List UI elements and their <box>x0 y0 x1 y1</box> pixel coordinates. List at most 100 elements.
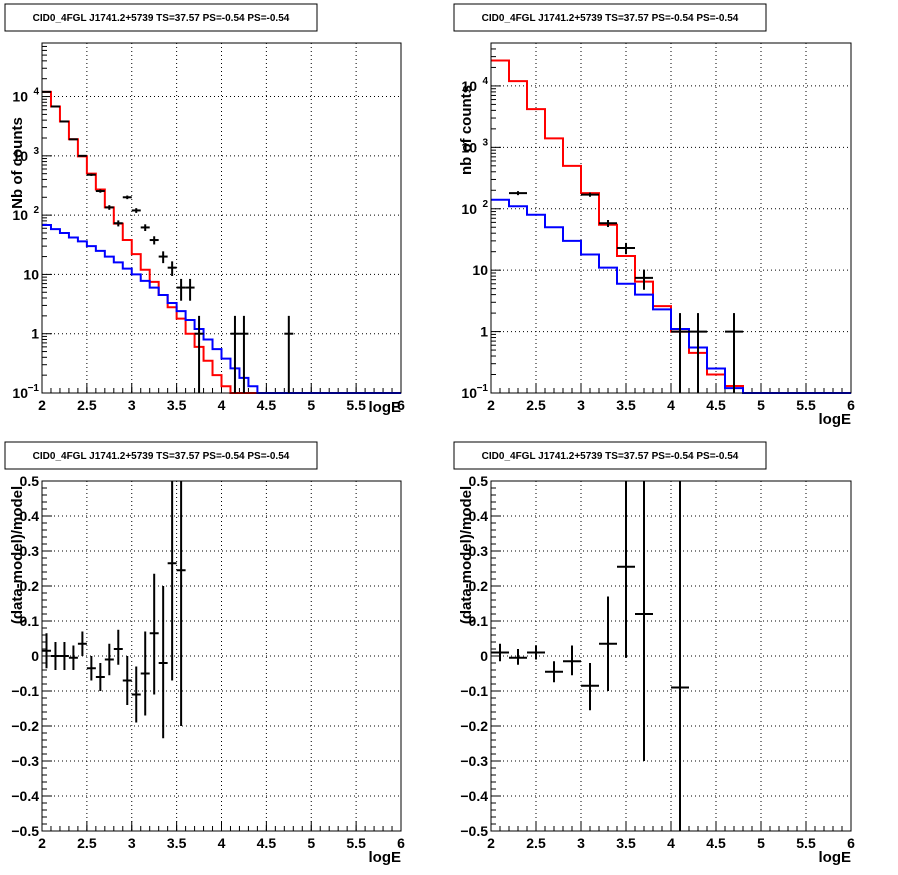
y-tick-label: 10 <box>461 139 477 155</box>
data-point <box>140 224 150 231</box>
title-box <box>453 3 767 32</box>
x-tick-label: 2 <box>487 397 495 413</box>
x-tick-label: 3 <box>577 835 585 851</box>
data-point <box>176 481 186 726</box>
x-tick-label: 5 <box>307 835 315 851</box>
data-point <box>122 656 132 705</box>
y-tick-exponent: 4 <box>482 76 488 87</box>
y-tick-label: −0.4 <box>11 788 39 804</box>
chart-title: CID0_4FGL J1741.2+5739 TS=37.57 PS=-0.54… <box>482 451 739 462</box>
x-tick-label: 4 <box>667 835 675 851</box>
chart-title: CID0_4FGL J1741.2+5739 TS=37.57 PS=-0.54… <box>33 451 290 462</box>
y-tick-label: −0.2 <box>460 718 488 734</box>
data-point <box>581 192 599 197</box>
x-tick-label: 5 <box>757 835 765 851</box>
data-point <box>68 138 78 141</box>
y-tick-label: 10 <box>12 385 28 401</box>
chart-title: CID0_4FGL J1741.2+5739 TS=37.57 PS=-0.54… <box>33 13 290 24</box>
data-point <box>635 481 653 761</box>
data-point <box>95 189 105 193</box>
y-tick-label: −0.5 <box>460 823 488 839</box>
y-tick-label: 10 <box>461 385 477 401</box>
y-tick-label: 0.4 <box>20 508 40 524</box>
series-0 <box>491 481 689 831</box>
data-point <box>545 661 563 683</box>
data-point <box>617 242 635 255</box>
panel-counts-left: CID0_4FGL J1741.2+5739 TS=37.57 PS=-0.54… <box>4 3 405 416</box>
x-tick-label: 3.5 <box>616 835 636 851</box>
y-tick-label: −0.4 <box>460 788 488 804</box>
x-tick-label: 3 <box>577 397 585 413</box>
y-tick-label: 10 <box>12 89 28 105</box>
y-tick-label: 0.1 <box>20 613 40 629</box>
y-tick-label: 10 <box>23 266 39 282</box>
x-tick-label: 6 <box>847 397 855 413</box>
data-point <box>59 642 69 670</box>
y-tick-label: 10 <box>12 148 28 164</box>
x-tick-label: 2.5 <box>526 835 546 851</box>
y-tick-label: 10 <box>472 262 488 278</box>
data-point <box>167 261 177 277</box>
data-point <box>131 208 141 213</box>
data-point <box>59 120 69 123</box>
x-tick-label: 5 <box>757 397 765 413</box>
series-2 <box>509 191 743 393</box>
y-tick-label: −0.5 <box>11 823 39 839</box>
y-tick-label: −0.3 <box>11 753 39 769</box>
x-tick-label: 4 <box>218 397 226 413</box>
y-tick-exponent: 3 <box>33 146 39 157</box>
y-tick-label: 1 <box>480 324 488 340</box>
x-tick-label: 3 <box>128 397 136 413</box>
grid: 2 2.5 3 3.5 4 4.5 5 5.5 6 −0.5 −0.4 −0.3 −0.2 −0.1 0 0.… <box>460 473 855 851</box>
y-tick-label: 0.2 <box>469 578 489 594</box>
plot-frame <box>490 42 852 394</box>
plot-background <box>491 43 851 393</box>
y-axis-label: nb of counts <box>458 85 475 175</box>
data-point <box>491 643 509 662</box>
y-axis-label: Nb of counts <box>9 117 26 209</box>
y-tick-label: 0 <box>31 648 39 664</box>
data-point <box>635 269 653 290</box>
x-tick-label: 5.5 <box>796 835 816 851</box>
data-point <box>599 220 617 228</box>
y-tick-exponent: 2 <box>33 205 39 216</box>
x-tick-label: 6 <box>397 397 405 413</box>
x-tick-label: 4 <box>667 397 675 413</box>
x-tick-label: 4.5 <box>706 835 726 851</box>
data-point <box>42 633 51 669</box>
data-point <box>77 631 87 656</box>
data-point <box>158 251 168 264</box>
title-box <box>4 3 318 32</box>
y-tick-exponent: 4 <box>33 87 39 98</box>
y-tick-label: −0.2 <box>11 718 39 734</box>
plot-frame <box>41 480 402 832</box>
y-tick-label: 0 <box>480 648 488 664</box>
x-tick-label: 5 <box>307 397 315 413</box>
data-point <box>563 645 581 676</box>
x-tick-label: 5.5 <box>346 835 366 851</box>
data-point <box>185 278 195 301</box>
x-tick-label: 5.5 <box>796 397 816 413</box>
data-point <box>176 278 186 301</box>
data-point <box>113 220 123 227</box>
plot-area: 2 2.5 3 3.5 4 4.5 5 5.5 6 −0.5 −0.4 −0.3 −0.2 −0.1 0 0.… <box>460 473 855 851</box>
data-point <box>50 105 60 108</box>
x-tick-label: 4.5 <box>706 397 726 413</box>
y-tick-label: 0.5 <box>20 473 40 489</box>
y-tick-label: −0.3 <box>460 753 488 769</box>
data-point <box>104 643 114 676</box>
panel-residuals-right: CID0_4FGL J1741.2+5739 TS=37.57 PS=-0.54… <box>453 441 855 866</box>
x-tick-label: 6 <box>847 835 855 851</box>
x-tick-label: 4 <box>218 835 226 851</box>
x-tick-label: 4.5 <box>257 397 277 413</box>
plot-background <box>42 43 401 393</box>
x-axis-label: logE <box>369 849 402 866</box>
x-tick-label: 2 <box>487 835 495 851</box>
x-tick-label: 3.5 <box>167 835 187 851</box>
y-tick-label: −0.1 <box>11 683 39 699</box>
data-point <box>86 173 96 176</box>
x-tick-label: 3 <box>128 835 136 851</box>
y-tick-exponent: −1 <box>477 383 489 394</box>
data-point <box>86 656 96 681</box>
plot-frame <box>490 480 852 832</box>
